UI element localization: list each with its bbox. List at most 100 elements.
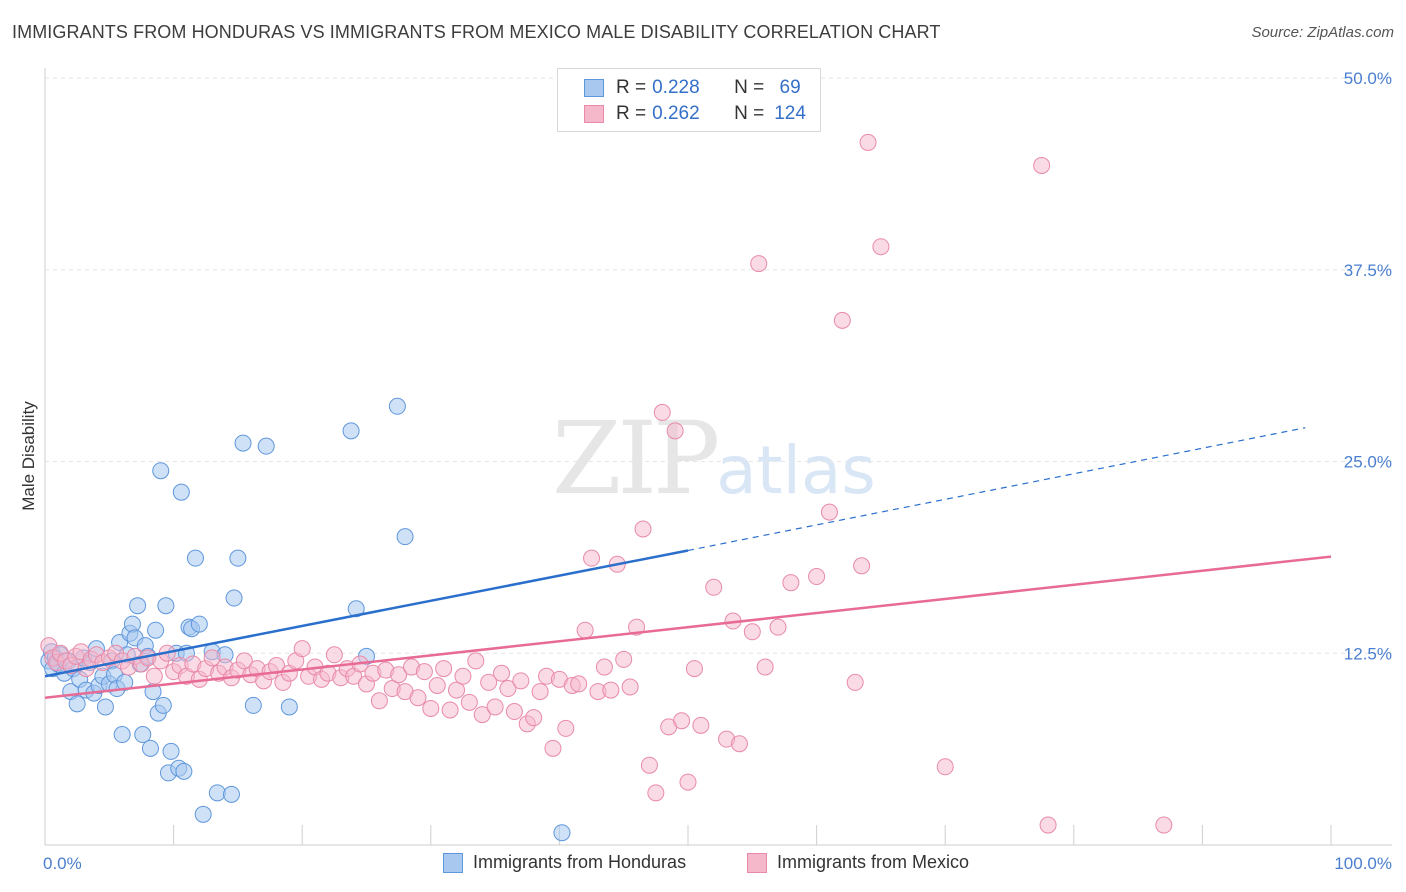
legend-r-value: 0.228 <box>652 77 700 98</box>
point-honduras <box>186 549 204 567</box>
point-mexico <box>570 675 588 693</box>
legend-row-mexico: R = 0.262 N = 124 <box>584 101 806 127</box>
point-mexico <box>750 255 768 273</box>
point-mexico <box>685 660 703 678</box>
source-label: Source: ZipAtlas.com <box>1251 24 1394 41</box>
point-mexico <box>782 574 800 592</box>
point-mexico <box>460 693 478 711</box>
point-honduras <box>342 422 360 440</box>
point-mexico <box>705 578 723 596</box>
watermark-zip: ZIP <box>552 400 720 517</box>
legend-r-label: R = <box>616 103 647 124</box>
legend: R = 0.228 N = 69 R = 0.262 N = 124 <box>557 68 821 132</box>
point-mexico <box>769 618 787 636</box>
point-mexico <box>422 699 440 717</box>
point-mexico <box>505 703 523 721</box>
point-mexico <box>595 658 613 676</box>
trend-lines <box>44 427 1332 699</box>
point-mexico <box>454 667 472 685</box>
trend-line-mexico <box>44 555 1332 699</box>
point-mexico <box>647 784 665 802</box>
point-honduras <box>147 621 165 639</box>
trend-line-honduras-extension <box>687 427 1306 552</box>
point-mexico <box>621 678 639 696</box>
gridlines <box>45 77 1392 654</box>
watermark: ZIPatlas <box>552 400 876 517</box>
legend-swatch-honduras <box>584 79 604 97</box>
point-mexico <box>679 773 697 791</box>
point-mexico <box>846 673 864 691</box>
y-tick-label: 50.0% <box>1344 69 1392 88</box>
point-mexico <box>448 681 466 699</box>
point-mexico <box>203 649 221 667</box>
point-honduras <box>162 742 180 760</box>
point-mexico <box>615 650 633 668</box>
point-honduras <box>388 397 406 415</box>
point-honduras <box>96 698 114 716</box>
point-mexico <box>1155 816 1173 834</box>
point-mexico <box>441 701 459 719</box>
point-honduras <box>129 597 147 615</box>
point-mexico <box>493 664 511 682</box>
bottom-legend-label-mexico: Immigrants from Mexico <box>777 852 970 872</box>
point-honduras <box>553 824 571 842</box>
point-mexico <box>467 652 485 670</box>
point-mexico <box>409 689 427 707</box>
mexico-points <box>40 133 1173 834</box>
point-honduras <box>141 739 159 757</box>
point-honduras <box>222 785 240 803</box>
point-mexico <box>415 663 433 681</box>
point-mexico <box>525 709 543 727</box>
point-mexico <box>743 623 761 641</box>
point-mexico <box>640 756 658 774</box>
legend-n-label: N = <box>734 77 765 98</box>
bottom-legend-swatch-mexico <box>747 852 767 873</box>
axes <box>44 68 1392 846</box>
point-mexico <box>499 680 517 698</box>
y-tick-label: 12.5% <box>1344 644 1392 663</box>
point-honduras <box>229 549 247 567</box>
point-honduras <box>157 597 175 615</box>
point-mexico <box>428 676 446 694</box>
point-mexico <box>293 640 311 658</box>
point-mexico <box>486 698 504 716</box>
point-mexico <box>557 719 575 737</box>
point-mexico <box>531 683 549 701</box>
point-honduras <box>172 483 190 501</box>
y-axis-label: Male Disability <box>19 401 38 511</box>
point-mexico <box>859 133 877 151</box>
point-honduras <box>234 434 252 452</box>
point-mexico <box>325 646 343 664</box>
point-mexico <box>808 568 826 586</box>
bottom-legend-mexico: Immigrants from Mexico <box>747 852 969 873</box>
point-honduras <box>190 615 208 633</box>
point-mexico <box>820 503 838 521</box>
point-mexico <box>480 673 498 691</box>
point-mexico <box>730 735 748 753</box>
bottom-legend-label-honduras: Immigrants from Honduras <box>473 852 687 872</box>
point-mexico <box>756 658 774 676</box>
legend-n-label: N = <box>734 103 765 124</box>
point-mexico <box>390 666 408 684</box>
point-mexico <box>653 403 671 421</box>
point-honduras <box>347 600 365 618</box>
point-honduras <box>244 696 262 714</box>
point-honduras <box>152 462 170 480</box>
legend-row-honduras: R = 0.228 N = 69 <box>584 75 801 101</box>
point-mexico <box>666 422 684 440</box>
point-mexico <box>512 672 530 690</box>
honduras-points <box>40 397 571 842</box>
point-honduras <box>113 726 131 744</box>
point-honduras <box>225 589 243 607</box>
point-mexico <box>936 758 954 776</box>
legend-n-value: 124 <box>774 103 806 124</box>
point-honduras <box>208 784 226 802</box>
point-mexico <box>692 716 710 734</box>
legend-r-value: 0.262 <box>652 103 700 124</box>
bottom-legend-honduras: Immigrants from Honduras <box>443 852 686 873</box>
point-mexico <box>435 660 453 678</box>
point-mexico <box>473 706 491 724</box>
point-mexico <box>576 621 594 639</box>
point-honduras <box>194 805 212 823</box>
